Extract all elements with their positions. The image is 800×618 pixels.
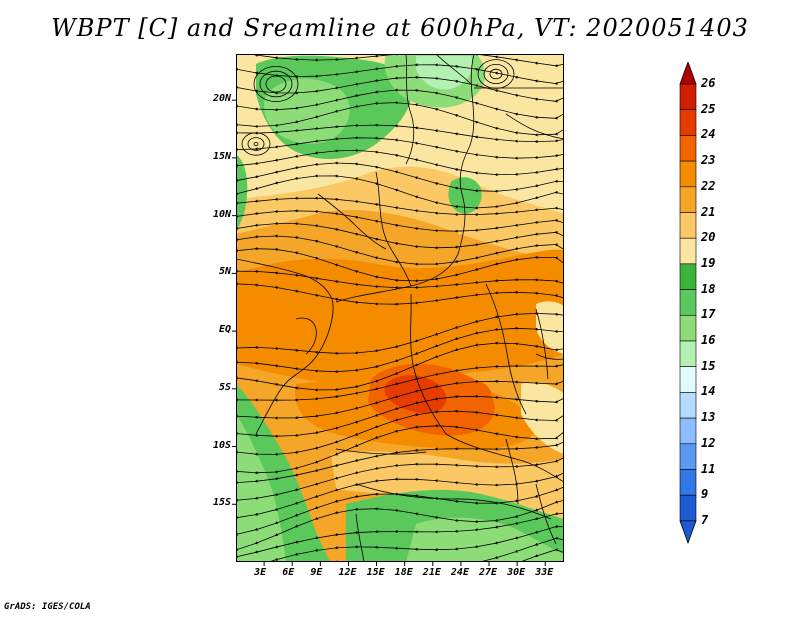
colorbar-swatch [679,212,697,239]
map-panel [236,54,564,562]
lat-tick-label: 5N [218,266,231,278]
colorbar-level-label: 14 [701,384,716,399]
colorbar-swatch [679,289,697,316]
colorbar-swatch [679,135,697,162]
colorbar-level-label: 26 [701,76,716,90]
colorbar-level-label: 13 [701,410,716,425]
grads-credit: GrADS: IGES/COLA [4,602,91,612]
map-frame [236,54,564,562]
lon-tick-label: 33E [535,567,554,578]
lon-tick-label: 9E [310,567,323,578]
colorbar-level-label: 11 [701,461,716,476]
colorbar [676,60,700,566]
streamline-vortex [253,142,259,147]
streamline [236,282,564,306]
colorbar-level-label: 24 [701,127,716,142]
colorbar-level-label: 16 [701,333,716,347]
colorbar-level-label: 22 [701,178,716,193]
colorbar-swatch [679,263,697,290]
colorbar-swatches [679,60,697,545]
lat-tick-label: 10N [212,208,231,220]
colorbar-level-label: 25 [701,101,716,116]
colorbar-level-label: 15 [701,358,716,373]
colorbar-level-label: 23 [701,153,716,168]
colorbar-swatch [679,237,697,265]
streamline-vortex [259,70,293,98]
colorbar-level-label: 18 [701,281,716,296]
colorbar-level-label: 9 [701,487,709,502]
colorbar-swatch [679,109,697,136]
lon-tick-label: 27E [479,567,498,578]
streamline-vortex [253,65,299,103]
colorbar-swatch [679,443,697,470]
colorbar-level-label: 21 [701,204,716,219]
streamline-vortex [241,132,271,156]
colorbar-swatch [679,83,697,111]
colorbar-level-label: 19 [701,255,716,270]
streamline-vortex [483,63,509,85]
lon-tick-label: 30E [507,567,526,578]
colorbar-level-label: 17 [701,307,716,322]
colorbar-swatch [679,315,697,342]
colorbar-swatch [679,469,697,496]
colorbar-level-label: 7 [701,512,709,527]
streamline-vortex [477,59,515,89]
colorbar-level-label: 20 [701,230,716,245]
map-title: WBPT [C] and Sreamline at 600hPa, VT: 20… [51,14,749,42]
lon-tick-label: 18E [394,567,413,578]
streamline-vortex [265,75,287,93]
lon-tick-label: 3E [254,567,267,578]
colorbar-bottom-triangle [679,520,697,545]
lat-tick-label: 5S [218,381,231,393]
streamline-vortex [489,68,503,80]
colorbar-level-label: 12 [701,435,716,450]
lon-tick-label: 6E [282,567,295,578]
streamline-vortex [247,137,265,151]
colorbar-swatch [679,340,697,368]
lat-tick-label: 15S [212,497,231,509]
colorbar-swatch [679,417,697,445]
lat-tick-label: 15N [212,150,231,162]
lon-tick-label: 12E [338,567,357,578]
country-borders [236,54,564,562]
colorbar-swatch [679,494,697,522]
lon-tick-label: 24E [450,567,469,578]
colorbar-swatch [679,392,697,419]
lon-tick-label: 15E [366,567,385,578]
lat-tick-label: 10S [212,439,231,451]
lat-tick-label: EQ [218,324,231,336]
lon-tick-label: 21E [422,567,441,578]
colorbar-swatch [679,186,697,213]
lat-tick-label: 20N [212,93,231,105]
wbpt-field-map [236,54,564,562]
colorbar-top-triangle [679,60,697,85]
colorbar-swatch [679,160,697,188]
colorbar-swatch [679,366,697,393]
